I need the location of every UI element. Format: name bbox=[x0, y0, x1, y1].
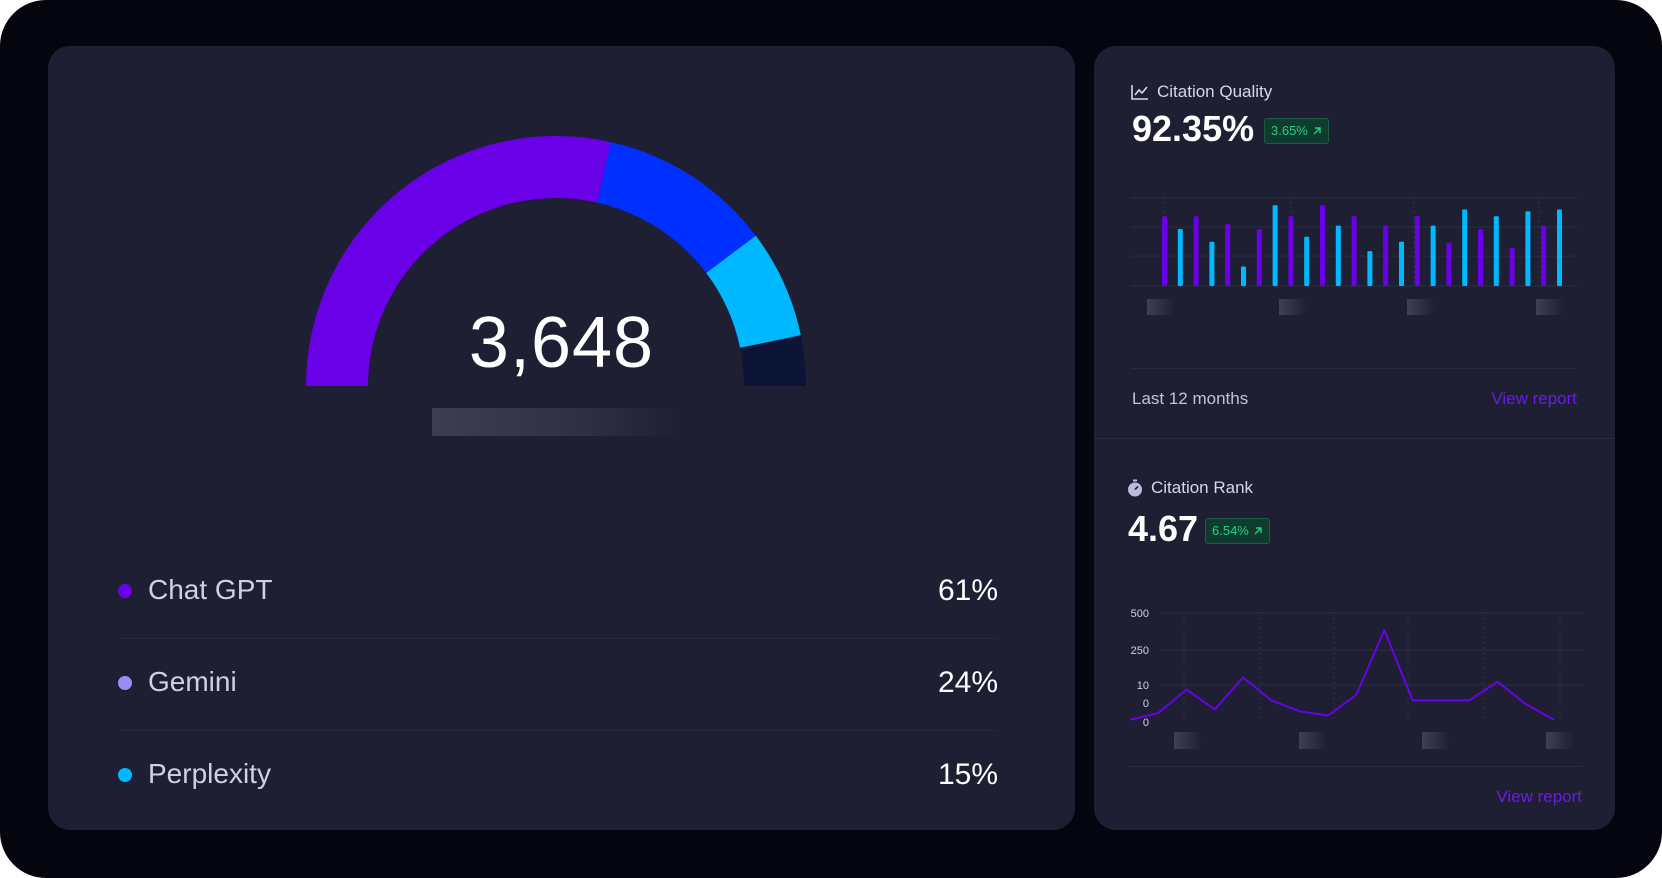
bar bbox=[1320, 205, 1325, 286]
arrow-up-right-icon bbox=[1254, 527, 1262, 535]
legend-label: Perplexity bbox=[148, 758, 271, 789]
citation-rank-value: 4.67 bbox=[1128, 508, 1199, 549]
citation-rank-label: Citation Rank bbox=[1151, 478, 1254, 497]
bar bbox=[1177, 229, 1183, 286]
x-tick-placeholder bbox=[1422, 732, 1450, 749]
legend-label: Gemini bbox=[148, 666, 237, 697]
legend-row-perplexity: Perplexity 15% bbox=[118, 730, 998, 822]
bar bbox=[1209, 241, 1215, 286]
period-label: Last 12 months bbox=[1132, 389, 1249, 408]
bar bbox=[1304, 236, 1310, 286]
legend-value: 61% bbox=[937, 574, 998, 607]
y-tick-label: 500 bbox=[1131, 608, 1149, 620]
chatgpt-dot-icon bbox=[118, 584, 132, 598]
y-tick-label: 10 bbox=[1137, 680, 1149, 692]
y-tick-label: 0 bbox=[1143, 698, 1149, 710]
legend-value: 15% bbox=[937, 758, 998, 791]
bar bbox=[1335, 225, 1341, 286]
ai-source-breakdown-card: 3,648 Chat GPT 61% Gemini 24% Perplexity… bbox=[48, 46, 1075, 830]
citation-rank-series-line bbox=[1129, 629, 1555, 721]
gauge-segment-chat-gpt bbox=[306, 136, 611, 386]
divider bbox=[1127, 766, 1583, 767]
trend-chart-icon bbox=[1131, 85, 1148, 100]
bar bbox=[1414, 216, 1420, 286]
citation-quality-view-report-link[interactable]: View report bbox=[1491, 389, 1577, 408]
citation-rank-badge: 6.54% bbox=[1205, 518, 1270, 544]
section-divider bbox=[1094, 438, 1615, 439]
bar bbox=[1225, 223, 1231, 286]
legend-row-chatgpt: Chat GPT 61% bbox=[118, 546, 998, 639]
bar bbox=[1288, 216, 1294, 286]
bar bbox=[1272, 205, 1278, 286]
x-tick-placeholder bbox=[1536, 299, 1564, 315]
bar bbox=[1430, 225, 1436, 286]
bar bbox=[1351, 216, 1357, 286]
x-tick-placeholder bbox=[1546, 732, 1574, 749]
citation-quality-badge: 3.65% bbox=[1264, 118, 1329, 144]
citation-rank-line-chart: 500 250 10 0 0 bbox=[1129, 608, 1584, 749]
bar bbox=[1525, 211, 1531, 286]
citation-quality-value: 92.35% bbox=[1132, 108, 1255, 149]
bar bbox=[1256, 229, 1262, 286]
bar bbox=[1193, 216, 1199, 286]
citation-metrics-card: Citation Quality 92.35% 3.65% Last 12 mo… bbox=[1094, 46, 1615, 830]
gemini-dot-icon bbox=[118, 676, 132, 690]
y-tick-label: 0 bbox=[1143, 717, 1149, 729]
bar bbox=[1478, 229, 1483, 286]
arrow-up-right-icon bbox=[1313, 127, 1321, 135]
bar bbox=[1367, 251, 1373, 286]
gauge-segment-perplexity bbox=[706, 235, 801, 348]
bar bbox=[1541, 225, 1547, 286]
stopwatch-icon bbox=[1128, 479, 1142, 497]
bar bbox=[1509, 247, 1515, 286]
source-gauge-chart bbox=[306, 136, 806, 386]
x-tick-placeholder bbox=[1279, 299, 1307, 315]
bar bbox=[1493, 216, 1499, 286]
x-tick-placeholder bbox=[1299, 732, 1327, 749]
bar bbox=[1241, 266, 1246, 286]
citation-rank-title: Citation Rank bbox=[1127, 478, 1253, 498]
bar bbox=[1399, 241, 1404, 286]
divider bbox=[1131, 368, 1577, 369]
y-tick-label: 250 bbox=[1131, 645, 1149, 657]
citation-quality-bar-chart bbox=[1131, 196, 1578, 315]
bar bbox=[1462, 209, 1468, 286]
gauge-track bbox=[740, 335, 806, 386]
x-tick-placeholder bbox=[1407, 299, 1435, 315]
citation-quality-label: Citation Quality bbox=[1157, 82, 1273, 101]
perplexity-dot-icon bbox=[118, 768, 132, 782]
loading-placeholder-bar bbox=[432, 408, 682, 436]
x-tick-placeholder bbox=[1174, 732, 1202, 749]
bar bbox=[1383, 225, 1389, 286]
bar bbox=[1162, 216, 1167, 286]
badge-text: 6.54% bbox=[1212, 523, 1249, 538]
x-tick-placeholder bbox=[1147, 299, 1175, 315]
citation-quality-title: Citation Quality bbox=[1131, 82, 1272, 102]
legend-row-gemini: Gemini 24% bbox=[118, 638, 998, 731]
legend-value: 24% bbox=[937, 666, 998, 699]
badge-text: 3.65% bbox=[1271, 123, 1308, 138]
gauge-segment-gemini bbox=[597, 142, 756, 274]
legend-label: Chat GPT bbox=[148, 574, 273, 605]
total-citations-value: 3,648 bbox=[468, 303, 655, 383]
bar bbox=[1557, 209, 1562, 286]
bar bbox=[1446, 242, 1452, 286]
citation-rank-view-report-link[interactable]: View report bbox=[1496, 787, 1582, 806]
